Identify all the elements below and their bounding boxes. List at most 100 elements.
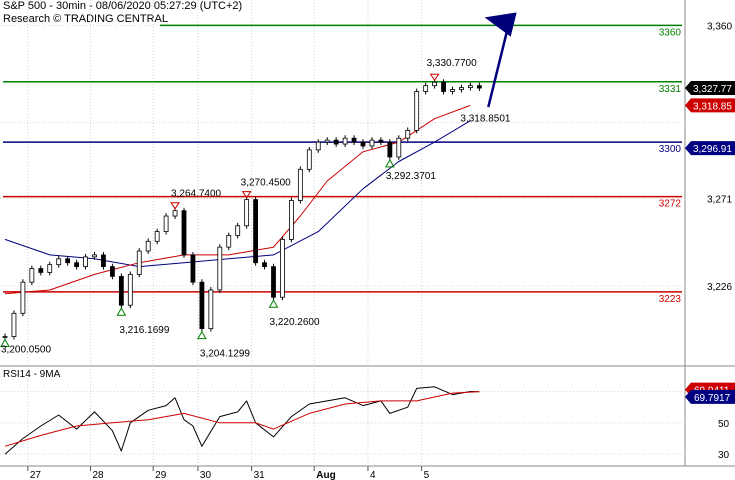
price-bar-body	[450, 89, 455, 92]
price-bar-body	[333, 139, 339, 145]
level-label: 3360	[659, 27, 682, 38]
swing-low-marker	[116, 307, 127, 316]
swing-low-marker	[197, 330, 207, 340]
price-bar-body	[306, 149, 312, 170]
price-bar-body	[127, 273, 133, 306]
rsi-value-tag	[685, 389, 735, 404]
price-tag-label: 3,296.91	[693, 144, 732, 155]
price-bar-body	[65, 258, 71, 264]
price-tag	[685, 141, 735, 156]
swing-low-marker	[0, 338, 10, 348]
swing-high-marker	[170, 202, 180, 210]
level-label: 3331	[659, 84, 682, 95]
price-annotation-label: 3,200.0500	[1, 345, 51, 356]
price-bar-body	[74, 262, 79, 268]
price-annotation-label: 3,270.4500	[241, 178, 291, 189]
y-tick-label: 3,360	[707, 21, 732, 32]
price-bar-body	[118, 275, 124, 306]
price-bar-body	[351, 137, 357, 143]
price-annotation-label: 3,264.7400	[171, 189, 221, 200]
price-bar-body	[181, 210, 187, 256]
price-bar-body	[199, 281, 205, 330]
level-label: 3300	[659, 144, 682, 155]
price-bar-body	[342, 137, 348, 145]
price-bar-body	[92, 254, 97, 258]
price-bar-body	[38, 268, 44, 273]
price-bar-body	[244, 199, 250, 227]
price-bar-body	[360, 141, 366, 147]
price-bar-body	[414, 91, 420, 131]
y-tick-label: 3,226	[707, 282, 732, 293]
y-tick-label: 3,271	[707, 195, 732, 206]
rsi-ma-line	[4, 391, 480, 447]
price-bar-body	[378, 139, 384, 143]
x-tick-label: 30	[200, 470, 212, 480]
x-tick-label: 4	[370, 470, 376, 480]
price-annotation-label: 3,204.1299	[200, 349, 250, 360]
price-bar-body	[136, 250, 142, 275]
price-annotation-label: 3,292.3701	[386, 171, 436, 182]
price-bar-body	[226, 235, 232, 248]
price-bar-body	[83, 256, 88, 268]
price-bar-body	[405, 130, 411, 139]
price-bar-body	[20, 281, 26, 314]
price-bar-body	[369, 139, 375, 147]
forecast-arrow	[484, 12, 517, 108]
price-tag-label: 3,327.77	[693, 84, 732, 95]
price-annotation-label: 3,216.1699	[119, 325, 169, 336]
price-bar-body	[154, 231, 160, 242]
price-bar-body	[324, 139, 330, 143]
price-bar-body	[190, 254, 196, 283]
price-bar-body	[280, 238, 285, 298]
price-bar-body	[29, 268, 35, 283]
x-tick-label: 28	[93, 470, 105, 480]
price-bar-body	[163, 215, 169, 232]
rsi-y-tick-label: 50	[718, 419, 730, 430]
price-bar-body	[208, 289, 214, 330]
swing-low-marker	[268, 299, 279, 308]
price-tag	[685, 98, 735, 113]
price-bar-body	[262, 262, 267, 268]
price-bar-body	[271, 266, 276, 298]
price-bar-body	[253, 199, 259, 264]
price-bar-body	[423, 85, 429, 92]
x-tick-label: 27	[30, 470, 42, 480]
x-tick-label: Aug	[316, 470, 335, 480]
price-bar-body	[172, 210, 178, 217]
rsi-value-tag-label: 69.7917	[694, 393, 731, 404]
x-tick-label: 29	[155, 470, 167, 480]
level-label: 3272	[659, 199, 682, 210]
instrument-title: S&P 500 - 30min - 08/06/2020 05:27:29 (U…	[3, 0, 243, 12]
price-bar-body	[315, 141, 321, 151]
price-annotation-label: 3,220.2600	[270, 317, 320, 328]
price-bar-body	[441, 81, 446, 92]
price-bar-body	[467, 85, 473, 89]
price-bar-body	[110, 266, 115, 277]
rsi-y-tick-label: 30	[718, 450, 730, 461]
x-tick-label: 31	[254, 470, 266, 480]
price-bar-body	[145, 240, 151, 252]
swing-low-marker	[384, 158, 395, 168]
price-bar-body	[11, 312, 17, 337]
swing-high-marker	[429, 73, 440, 82]
swing-high-marker	[241, 191, 252, 199]
price-annotation-label: 3,318.8501	[460, 113, 510, 124]
price-tag	[685, 81, 735, 96]
price-annotation-label: 3,330.7700	[427, 58, 477, 69]
price-bar-body	[235, 225, 241, 236]
price-bar-body	[2, 336, 8, 338]
price-bar-body	[56, 258, 62, 266]
price-bar-body	[476, 85, 482, 89]
price-bar-body	[459, 87, 464, 90]
source-credit: Research © TRADING CENTRAL	[3, 13, 168, 25]
price-bar-body	[288, 200, 294, 240]
price-bar-body	[47, 264, 53, 273]
price-bar-body	[432, 81, 438, 87]
price-bar-body	[387, 141, 393, 158]
x-tick-label: 5	[424, 470, 430, 480]
rsi-line	[4, 386, 480, 455]
price-tag-label: 3,318.85	[693, 101, 732, 112]
price-bar-body	[297, 168, 303, 201]
price-bar-body	[396, 137, 402, 158]
